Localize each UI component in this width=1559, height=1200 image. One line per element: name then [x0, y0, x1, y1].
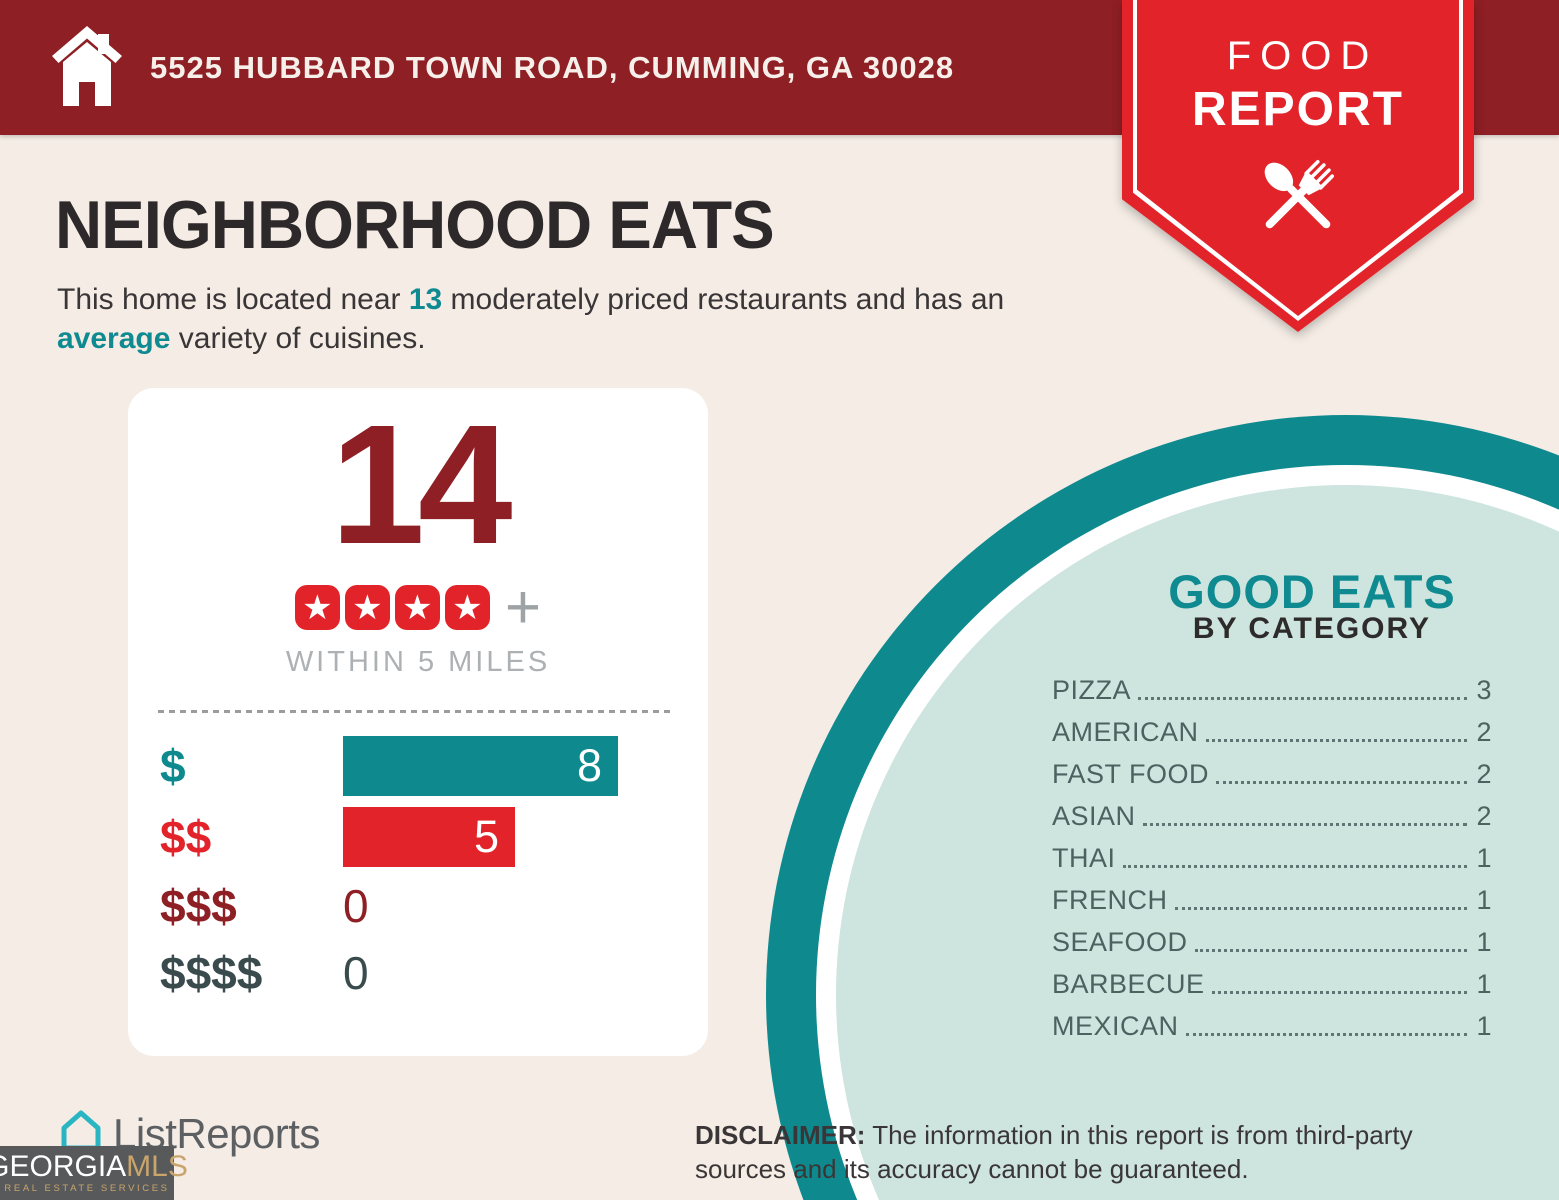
stars-row: ★ ★ ★ ★ + — [128, 573, 708, 642]
category-row: BARBECUE 1 — [1052, 958, 1492, 1000]
bar-value-zero: 0 — [343, 879, 369, 932]
category-list: PIZZA 3 AMERICAN 2 FAST FOOD 2 ASIAN 2 THAI 1 FREN… — [1052, 664, 1492, 1042]
intro-text-before: This home is located near — [57, 283, 409, 316]
category-row: SEAFOOD 1 — [1052, 916, 1492, 958]
bar-value: 8 — [576, 739, 602, 791]
georgia-mls-logo: GEORGIAMLS REAL ESTATE SERVICES — [0, 1146, 188, 1200]
category-label: BARBECUE — [1052, 969, 1205, 999]
category-count: 2 — [1476, 801, 1492, 831]
category-count: 1 — [1476, 885, 1492, 915]
disclaimer: DISCLAIMER: The information in this repo… — [695, 1118, 1490, 1186]
bar: 8 — [343, 735, 618, 796]
mls-tagline: REAL ESTATE SERVICES — [4, 1183, 170, 1194]
category-row: PIZZA 3 — [1052, 664, 1492, 706]
category-count: 2 — [1476, 759, 1492, 789]
page-title: NEIGHBORHOOD EATS — [55, 187, 775, 263]
intro-text-mid: moderately priced restaurants and has an — [442, 283, 1005, 316]
chart-row: $$$ 0 — [160, 872, 676, 939]
price-tier-label: $ — [160, 739, 186, 792]
category-label: THAI — [1052, 843, 1116, 873]
dotted-leader — [1185, 1033, 1467, 1036]
category-count: 3 — [1476, 675, 1492, 705]
intro-text-after: variety of cuisines. — [170, 322, 426, 355]
category-count: 1 — [1476, 1011, 1492, 1041]
listreports-house-icon — [57, 1108, 105, 1159]
total-restaurants: 14 — [330, 390, 512, 580]
variety-highlight: average — [57, 322, 171, 355]
dotted-leader — [1142, 823, 1467, 826]
category-label: MEXICAN — [1052, 1011, 1179, 1041]
dotted-leader — [1205, 739, 1467, 742]
category-row: MEXICAN 1 — [1052, 1000, 1492, 1042]
chart-row: $$ 5 — [160, 801, 676, 872]
dotted-leader — [1211, 991, 1467, 994]
disclaimer-text: The information in this report is from t… — [695, 1120, 1413, 1184]
chart-row: $$$$ 0 — [160, 939, 676, 1006]
dotted-leader — [1174, 907, 1467, 910]
category-label: FAST FOOD — [1052, 759, 1210, 789]
badge-line1: FOOD — [1226, 34, 1379, 78]
good-eats-title: GOOD EATS — [1168, 565, 1456, 618]
dotted-leader — [1216, 781, 1467, 784]
mls-wordmark-georgia: GEORGIA — [0, 1150, 127, 1183]
restaurant-count: 13 — [408, 283, 443, 316]
crossed-spoon-fork-icon — [1122, 146, 1474, 246]
dotted-leader — [1138, 697, 1467, 700]
star-icon: ★ — [394, 585, 440, 630]
summary-card: 14 ★ ★ ★ ★ + WITHIN 5 MILES $8 $$ 5 $$$ 0 $$$$ 0 — [128, 388, 708, 1056]
category-label: SEAFOOD — [1052, 927, 1188, 957]
property-address: 5525 HUBBARD TOWN ROAD, CUMMING, GA 3002… — [150, 49, 955, 85]
house-icon — [52, 26, 122, 113]
dotted-leader — [1194, 949, 1467, 952]
category-row: FRENCH 1 — [1052, 874, 1492, 916]
category-label: PIZZA — [1052, 675, 1132, 705]
intro-text: This home is located near 13 moderately … — [57, 280, 1067, 358]
dotted-leader — [1122, 865, 1467, 868]
category-row: FAST FOOD 2 — [1052, 748, 1492, 790]
category-count: 1 — [1476, 969, 1492, 999]
price-tier-label: $$$$ — [160, 946, 263, 999]
plus-sign: + — [504, 573, 542, 642]
category-count: 2 — [1476, 717, 1492, 747]
mls-wordmark-mls: MLS — [126, 1150, 188, 1183]
price-tier-bar-chart: $8 $$ 5 $$$ 0 $$$$ 0 — [160, 730, 676, 1006]
price-tier-label: $$$ — [160, 879, 237, 932]
bar: 5 — [343, 806, 515, 867]
price-tier-label: $$ — [160, 810, 212, 863]
good-eats-subtitle: BY CATEGORY — [1192, 612, 1432, 645]
category-row: AMERICAN 2 — [1052, 706, 1492, 748]
bar-value-zero: 0 — [343, 946, 369, 999]
category-count: 1 — [1476, 843, 1492, 873]
star-icon: ★ — [344, 585, 390, 630]
badge-line2: REPORT — [1191, 83, 1404, 136]
good-eats-circle — [766, 415, 1559, 1200]
chart-row: $8 — [160, 730, 676, 801]
category-label: ASIAN — [1052, 801, 1136, 831]
dashed-divider — [158, 710, 670, 713]
category-row: ASIAN 2 — [1052, 790, 1492, 832]
disclaimer-label: DISCLAIMER: — [695, 1120, 866, 1150]
category-label: FRENCH — [1052, 885, 1168, 915]
radius-caption: WITHIN 5 MILES — [285, 646, 551, 678]
category-row: THAI 1 — [1052, 832, 1492, 874]
category-label: AMERICAN — [1052, 717, 1199, 747]
category-count: 1 — [1476, 927, 1492, 957]
food-report-badge: FOOD REPORT — [1122, 0, 1474, 332]
star-icon: ★ — [444, 585, 490, 630]
star-icon: ★ — [294, 585, 340, 630]
bar-value: 5 — [473, 810, 499, 862]
